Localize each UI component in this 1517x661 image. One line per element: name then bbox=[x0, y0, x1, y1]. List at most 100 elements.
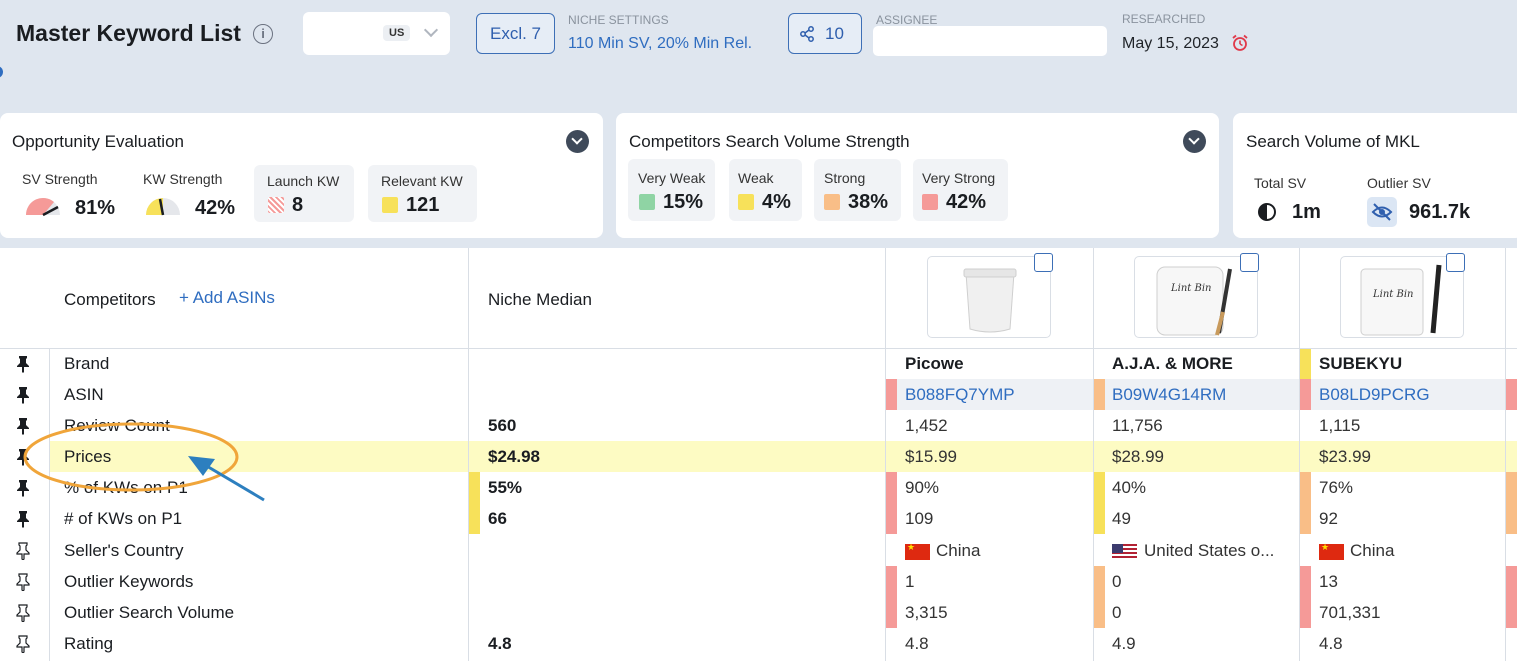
collapse-chevron-icon[interactable] bbox=[1183, 130, 1206, 153]
add-asins-button[interactable]: + Add ASINs bbox=[179, 288, 275, 307]
pin-filled-icon[interactable] bbox=[16, 417, 30, 435]
sv-strength-value: 81% bbox=[75, 197, 116, 219]
asin-cell-bg bbox=[886, 379, 1093, 410]
strong-value: 38% bbox=[848, 191, 889, 213]
niche-median-cell: 66 bbox=[488, 509, 507, 528]
price-cell: $23.99 bbox=[1319, 447, 1371, 466]
page-title: Master Keyword List bbox=[16, 20, 241, 46]
row-label: % of KWs on P1 bbox=[64, 478, 188, 497]
outlier-indicator-bar bbox=[886, 566, 897, 597]
kw-indicator-bar bbox=[1094, 472, 1105, 503]
share-button[interactable]: 10 bbox=[788, 13, 862, 54]
median-indicator-bar bbox=[469, 472, 480, 503]
kw-count-cell: 49 bbox=[1112, 509, 1131, 528]
outlier-indicator-bar bbox=[1094, 597, 1105, 628]
assignee-input[interactable] bbox=[873, 26, 1107, 56]
outlier-sv-cell: 0 bbox=[1112, 603, 1122, 622]
search-volume-mkl-card: Search Volume of MKL Total SV 1m Outlier… bbox=[1233, 113, 1517, 238]
niche-median-header: Niche Median bbox=[488, 290, 592, 309]
card-title: Opportunity Evaluation bbox=[12, 132, 184, 151]
country-cell: China bbox=[1350, 541, 1395, 560]
very-weak-value: 15% bbox=[663, 191, 704, 213]
chevron-down-icon bbox=[423, 22, 439, 38]
pin-filled-icon[interactable] bbox=[16, 479, 30, 497]
pin-outline-icon[interactable] bbox=[16, 573, 30, 591]
kw-indicator-bar bbox=[1094, 503, 1105, 534]
asin-link[interactable]: B09W4G14RM bbox=[1112, 385, 1227, 404]
review-count-cell: 11,756 bbox=[1112, 416, 1163, 435]
researched-label: RESEARCHED bbox=[1122, 12, 1206, 26]
outlier-indicator-bar bbox=[1300, 566, 1311, 597]
pin-outline-icon[interactable] bbox=[16, 604, 30, 622]
very-weak-box: Very Weak 15% bbox=[628, 159, 715, 221]
sv-strength-gauge-icon bbox=[25, 197, 60, 217]
pin-filled-icon[interactable] bbox=[16, 510, 30, 528]
very-strong-value: 42% bbox=[946, 191, 987, 213]
product-select-checkbox[interactable] bbox=[1240, 253, 1259, 272]
product-column-divider bbox=[1505, 248, 1506, 661]
asin-cell-bg bbox=[1300, 379, 1505, 410]
excluded-keywords-button[interactable]: Excl. 7 bbox=[476, 13, 555, 54]
very-weak-label: Very Weak bbox=[638, 170, 706, 186]
rating-cell: 4.8 bbox=[905, 634, 929, 653]
outlier-indicator-bar bbox=[1506, 597, 1517, 628]
product-select-checkbox[interactable] bbox=[1034, 253, 1053, 272]
table-row-prices: Prices $24.98 $15.99 $28.99 $23.99 bbox=[50, 441, 1517, 472]
product-image[interactable]: Lint Bin bbox=[1340, 256, 1464, 338]
row-label: ASIN bbox=[64, 385, 104, 404]
kw-strength-gauge-icon bbox=[146, 198, 180, 216]
marketplace-select[interactable]: US bbox=[303, 12, 450, 55]
card-title: Competitors Search Volume Strength bbox=[629, 132, 910, 151]
pin-filled-icon[interactable] bbox=[16, 448, 30, 466]
relevant-kw-box: Relevant KW 121 bbox=[368, 165, 477, 222]
table-row-brand: Brand Picowe A.J.A. & MORE SUBEKYU bbox=[0, 348, 1517, 379]
niche-median-cell: $24.98 bbox=[488, 447, 540, 466]
product-image[interactable]: Lint Bin bbox=[1134, 256, 1258, 338]
rating-cell: 4.9 bbox=[1112, 634, 1136, 653]
relevant-kw-value: 121 bbox=[406, 194, 440, 216]
row-label: Seller's Country bbox=[64, 541, 184, 560]
asin-link[interactable]: B08LD9PCRG bbox=[1319, 385, 1430, 404]
outlier-indicator-bar bbox=[886, 597, 897, 628]
opportunity-evaluation-card: Opportunity Evaluation SV Strength 81% K… bbox=[0, 113, 603, 238]
niche-settings-link[interactable]: 110 Min SV, 20% Min Rel. bbox=[568, 35, 753, 52]
outlier-kw-cell: 13 bbox=[1319, 572, 1338, 591]
launch-kw-label: Launch KW bbox=[267, 173, 340, 189]
collapse-chevron-icon[interactable] bbox=[566, 130, 589, 153]
pin-filled-icon[interactable] bbox=[16, 386, 30, 404]
weak-box: Weak 4% bbox=[729, 159, 802, 221]
alarm-clock-icon[interactable] bbox=[1231, 34, 1249, 52]
us-flag-icon bbox=[1112, 544, 1137, 560]
assignee-label: ASSIGNEE bbox=[876, 13, 938, 27]
kw-indicator-bar bbox=[1300, 472, 1311, 503]
very-strong-swatch bbox=[922, 194, 938, 210]
weak-swatch bbox=[738, 194, 754, 210]
product-image[interactable] bbox=[927, 256, 1051, 338]
researched-date: May 15, 2023 bbox=[1122, 35, 1219, 52]
svg-text:Lint Bin: Lint Bin bbox=[1372, 289, 1413, 300]
row-label: Prices bbox=[64, 447, 112, 466]
product-column-divider bbox=[1299, 248, 1300, 661]
asin-link[interactable]: B088FQ7YMP bbox=[905, 385, 1015, 404]
sidebar-toggle-handle[interactable] bbox=[0, 66, 3, 78]
pin-outline-icon[interactable] bbox=[16, 542, 30, 560]
launch-kw-box: Launch KW 8 bbox=[254, 165, 354, 222]
niche-median-cell: 55% bbox=[488, 478, 523, 497]
pin-filled-icon[interactable] bbox=[16, 355, 30, 373]
weak-value: 4% bbox=[762, 191, 791, 213]
competitors-sv-strength-card: Competitors Search Volume Strength Very … bbox=[616, 113, 1219, 238]
pin-outline-icon[interactable] bbox=[16, 635, 30, 653]
marketplace-badge: US bbox=[383, 25, 411, 41]
table-row-rating: Rating 4.8 4.8 4.9 4.8 bbox=[0, 628, 1517, 659]
kw-pct-cell: 40% bbox=[1112, 478, 1147, 497]
eye-off-icon bbox=[1367, 197, 1397, 227]
country-cell: United States o... bbox=[1144, 541, 1275, 560]
table-row-asin: ASIN B088FQ7YMP B09W4G14RM B08LD9PCRG bbox=[0, 379, 1517, 410]
product-column-divider bbox=[1093, 248, 1094, 661]
info-icon[interactable]: i bbox=[253, 24, 273, 44]
product-select-checkbox[interactable] bbox=[1446, 253, 1465, 272]
strong-box: Strong 38% bbox=[814, 159, 901, 221]
product-column-divider bbox=[885, 248, 886, 661]
competitors-header: Competitors bbox=[64, 290, 156, 309]
strong-label: Strong bbox=[824, 170, 866, 186]
